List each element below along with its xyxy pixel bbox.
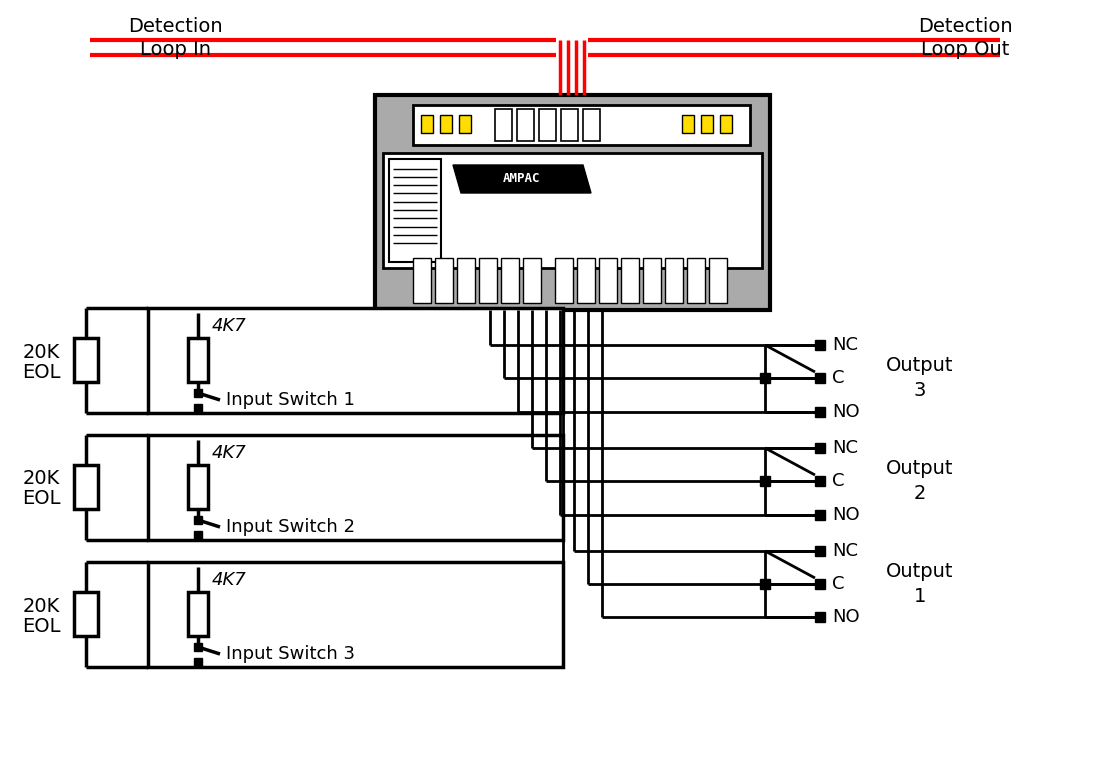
Bar bbox=[760, 579, 771, 589]
Text: C: C bbox=[832, 369, 844, 387]
Bar bbox=[188, 338, 208, 382]
Bar bbox=[815, 612, 825, 622]
Bar bbox=[389, 159, 441, 262]
Text: Output
3: Output 3 bbox=[886, 356, 954, 400]
Bar bbox=[709, 258, 727, 303]
Bar bbox=[501, 258, 519, 303]
Bar bbox=[760, 476, 771, 486]
Text: 4K7: 4K7 bbox=[212, 571, 246, 589]
Polygon shape bbox=[452, 165, 591, 193]
Bar bbox=[815, 443, 825, 453]
Text: Input Switch 2: Input Switch 2 bbox=[226, 518, 355, 536]
Bar bbox=[643, 258, 661, 303]
Bar bbox=[194, 389, 202, 397]
Text: 20K: 20K bbox=[22, 343, 59, 362]
Text: 20K: 20K bbox=[22, 597, 59, 615]
Bar bbox=[523, 258, 541, 303]
Bar bbox=[815, 579, 825, 589]
Bar bbox=[194, 658, 202, 666]
Text: NC: NC bbox=[832, 542, 858, 560]
Text: NO: NO bbox=[832, 506, 860, 524]
Bar bbox=[577, 258, 595, 303]
Bar bbox=[556, 258, 573, 303]
Bar bbox=[148, 562, 563, 667]
Bar bbox=[687, 258, 704, 303]
Bar bbox=[620, 258, 640, 303]
Text: Output
1: Output 1 bbox=[886, 562, 954, 606]
Bar bbox=[383, 153, 762, 268]
Bar bbox=[720, 115, 732, 133]
Bar bbox=[148, 308, 563, 413]
Bar bbox=[188, 465, 208, 509]
Bar bbox=[517, 109, 534, 141]
Text: 20K: 20K bbox=[22, 469, 59, 488]
Text: C: C bbox=[832, 472, 844, 490]
Bar bbox=[194, 404, 202, 412]
Text: Detection
Loop In: Detection Loop In bbox=[128, 17, 222, 59]
Bar bbox=[459, 115, 472, 133]
Bar bbox=[815, 373, 825, 383]
Text: Input Switch 3: Input Switch 3 bbox=[226, 645, 355, 663]
Bar bbox=[435, 258, 452, 303]
Text: 4K7: 4K7 bbox=[212, 444, 246, 462]
Bar bbox=[74, 338, 99, 382]
Bar bbox=[421, 115, 433, 133]
Text: NO: NO bbox=[832, 608, 860, 626]
Text: 4K7: 4K7 bbox=[212, 317, 246, 335]
Text: EOL: EOL bbox=[21, 489, 60, 508]
Text: EOL: EOL bbox=[21, 617, 60, 635]
Bar bbox=[682, 115, 694, 133]
Bar bbox=[74, 592, 99, 636]
Text: EOL: EOL bbox=[21, 362, 60, 382]
Bar bbox=[815, 510, 825, 520]
Bar bbox=[194, 643, 202, 651]
Bar bbox=[599, 258, 617, 303]
Bar bbox=[665, 258, 683, 303]
Bar bbox=[701, 115, 713, 133]
Bar bbox=[194, 531, 202, 539]
Bar bbox=[815, 476, 825, 486]
Bar bbox=[815, 340, 825, 350]
Text: NC: NC bbox=[832, 439, 858, 457]
Bar bbox=[479, 258, 497, 303]
Bar bbox=[760, 373, 771, 383]
Bar bbox=[584, 109, 600, 141]
Text: AMPAC: AMPAC bbox=[503, 173, 541, 186]
Text: NO: NO bbox=[832, 403, 860, 421]
Bar bbox=[440, 115, 452, 133]
Bar bbox=[148, 435, 563, 540]
Bar bbox=[375, 95, 771, 310]
Text: C: C bbox=[832, 575, 844, 593]
Bar bbox=[815, 407, 825, 417]
Bar bbox=[188, 592, 208, 636]
Bar bbox=[74, 465, 99, 509]
Bar bbox=[457, 258, 475, 303]
Bar bbox=[413, 258, 431, 303]
Text: Output
2: Output 2 bbox=[886, 459, 954, 503]
Bar bbox=[561, 109, 578, 141]
Bar bbox=[539, 109, 556, 141]
Text: Input Switch 1: Input Switch 1 bbox=[226, 391, 355, 409]
Text: NC: NC bbox=[832, 336, 858, 354]
Bar bbox=[194, 516, 202, 524]
Bar bbox=[413, 105, 750, 145]
Text: Detection
Loop Out: Detection Loop Out bbox=[917, 17, 1012, 59]
Bar bbox=[495, 109, 512, 141]
Bar bbox=[815, 546, 825, 556]
